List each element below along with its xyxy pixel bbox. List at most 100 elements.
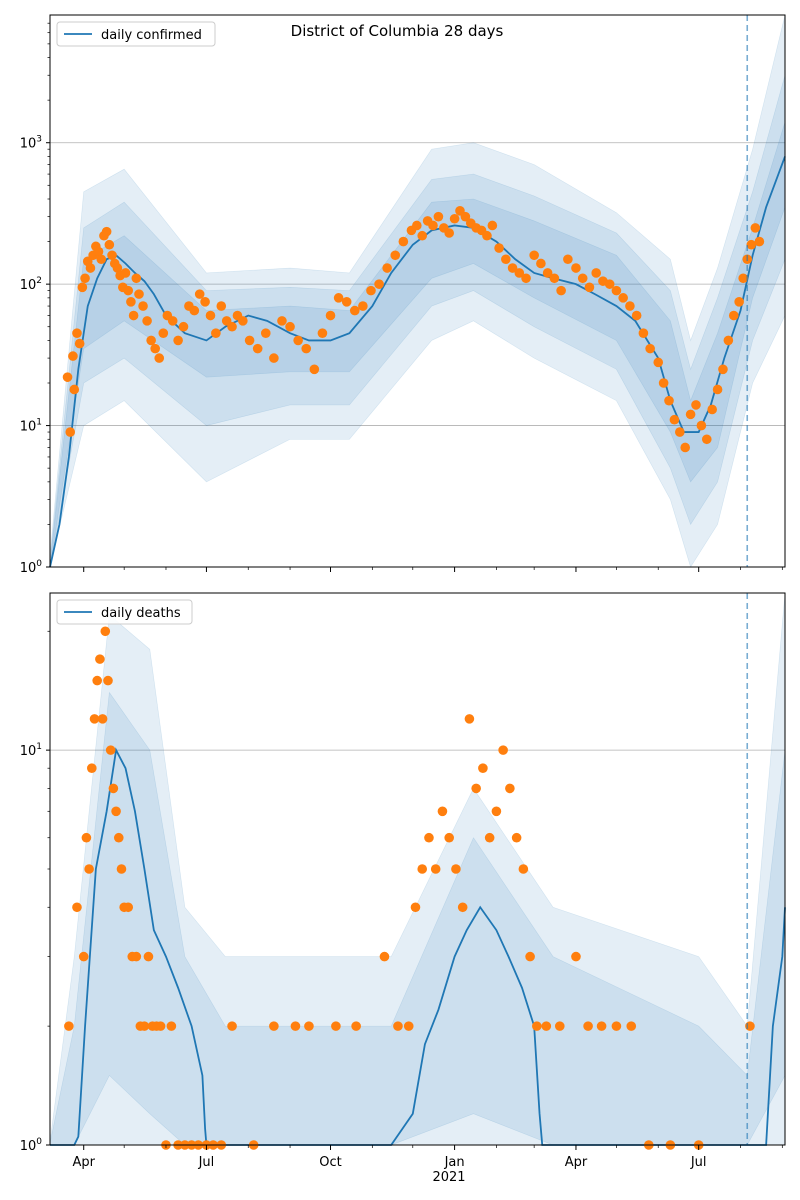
data-point xyxy=(105,745,116,755)
legend-box xyxy=(56,21,216,47)
deaths-panel: 100 101 Apr Jul Oct Jan Apr Jul daily deaths 2… xyxy=(20,592,786,1185)
data-point xyxy=(428,220,438,231)
data-point xyxy=(277,316,287,326)
data-point xyxy=(750,223,761,233)
data-point xyxy=(563,254,573,265)
data-point xyxy=(542,268,553,278)
data-point xyxy=(424,832,434,843)
data-point xyxy=(138,301,148,311)
confirmed-x-ticks xyxy=(83,567,783,572)
x-tick-label: Oct xyxy=(319,1155,341,1170)
data-point xyxy=(189,305,200,316)
data-point xyxy=(77,282,88,293)
data-point xyxy=(166,1021,177,1031)
data-point xyxy=(754,236,765,247)
data-point xyxy=(269,353,279,363)
deaths-points xyxy=(64,626,755,1150)
data-point xyxy=(155,1021,166,1031)
data-point xyxy=(81,832,92,843)
data-point xyxy=(211,328,221,338)
data-point xyxy=(104,239,115,250)
data-point xyxy=(293,335,303,346)
data-point xyxy=(107,250,117,261)
data-point xyxy=(541,1021,552,1031)
data-point xyxy=(460,211,471,222)
data-point xyxy=(290,1021,301,1031)
data-point xyxy=(478,763,488,774)
data-point xyxy=(123,902,134,913)
data-point xyxy=(379,951,390,962)
data-point xyxy=(358,301,368,311)
data-point xyxy=(596,1021,607,1031)
data-point xyxy=(444,228,454,238)
data-point xyxy=(417,230,428,241)
data-point xyxy=(645,343,655,354)
data-point xyxy=(62,372,73,382)
data-point xyxy=(430,864,441,874)
data-point xyxy=(309,364,320,375)
data-point xyxy=(728,310,739,321)
legend-label: daily deaths xyxy=(101,606,181,621)
x-tick-label: Jul xyxy=(690,1155,707,1170)
data-point xyxy=(97,714,108,724)
data-point xyxy=(269,1021,279,1031)
y-tick-label-1: 101 xyxy=(20,418,42,435)
data-point xyxy=(685,409,696,420)
data-point xyxy=(618,293,628,303)
data-point xyxy=(154,353,165,363)
data-point xyxy=(78,951,89,962)
x-tick-label: Apr xyxy=(565,1155,588,1170)
chart-title: District of Columbia 28 days xyxy=(291,22,504,40)
data-point xyxy=(93,246,104,257)
data-point xyxy=(494,243,504,253)
data-point xyxy=(167,316,178,326)
confirmed-grid xyxy=(50,142,785,426)
data-point xyxy=(260,328,271,338)
deaths-legend: daily deaths xyxy=(56,599,193,625)
data-point xyxy=(349,305,360,316)
data-point xyxy=(146,335,156,346)
data-point xyxy=(507,263,518,273)
data-point xyxy=(444,832,454,843)
data-point xyxy=(653,357,664,368)
data-point xyxy=(658,378,669,388)
data-point xyxy=(571,263,581,273)
data-point xyxy=(333,293,344,303)
data-point xyxy=(120,268,131,278)
data-point xyxy=(410,902,421,913)
data-point xyxy=(417,864,428,874)
data-point xyxy=(451,864,461,874)
data-point xyxy=(304,1021,314,1031)
data-point xyxy=(87,763,97,774)
x-tick-label: Jul xyxy=(198,1155,215,1170)
data-point xyxy=(150,343,160,354)
data-point xyxy=(487,220,498,231)
data-point xyxy=(194,289,205,299)
x-tick-label: Apr xyxy=(72,1155,95,1170)
data-point xyxy=(72,902,82,913)
data-point xyxy=(669,414,680,425)
data-point xyxy=(69,384,80,395)
data-point xyxy=(521,273,531,284)
data-point xyxy=(112,263,123,273)
data-point xyxy=(464,714,475,724)
legend-box xyxy=(56,599,193,625)
data-point xyxy=(390,250,401,261)
data-point xyxy=(341,297,352,307)
data-point xyxy=(85,263,96,273)
data-point xyxy=(571,951,581,962)
data-point xyxy=(505,783,515,794)
data-point xyxy=(68,351,78,361)
data-point xyxy=(625,301,635,311)
data-point xyxy=(549,273,560,284)
data-point xyxy=(131,951,142,962)
data-point xyxy=(216,301,227,311)
data-point xyxy=(244,335,255,346)
data-point xyxy=(631,310,642,321)
data-point xyxy=(72,328,82,338)
data-point xyxy=(433,211,444,222)
y-tick-label-2: 102 xyxy=(20,276,42,293)
data-point xyxy=(96,254,107,265)
data-point xyxy=(331,1021,341,1031)
